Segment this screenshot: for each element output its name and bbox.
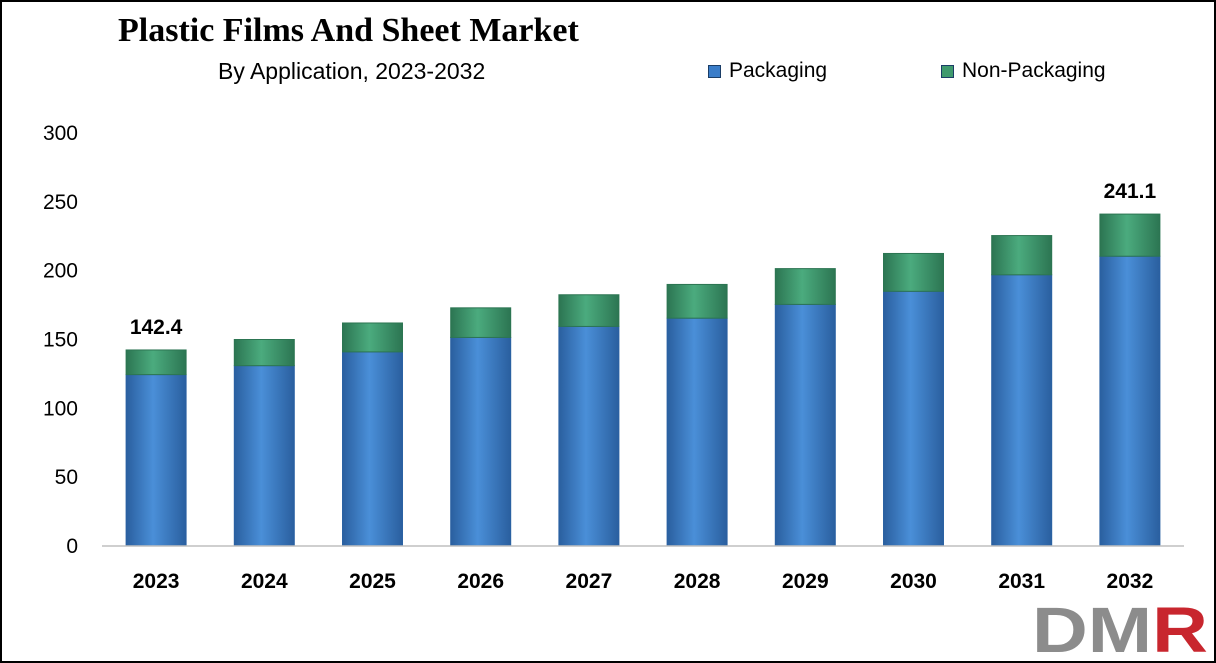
bar-packaging-2023 xyxy=(125,374,187,547)
y-axis-ticks: 0 50 100 150 200 250 300 xyxy=(43,122,78,558)
legend-item-non-packaging: Non-Packaging xyxy=(941,58,1106,84)
x-tick-label-2029: 2029 xyxy=(782,570,829,593)
y-tick-label-150: 150 xyxy=(43,329,78,352)
bar-packaging-2024 xyxy=(233,365,295,547)
legend-label-packaging: Packaging xyxy=(729,59,828,82)
bar-packaging-2026 xyxy=(450,336,512,547)
bar-non-packaging-2025 xyxy=(342,322,403,353)
chart-subtitle: By Application, 2023-2032 xyxy=(218,58,486,84)
bar-non-packaging-2024 xyxy=(233,339,295,367)
y-tick-label-100: 100 xyxy=(43,397,78,420)
y-tick-label-250: 250 xyxy=(43,191,78,214)
bar-packaging-2031 xyxy=(991,274,1053,547)
bar-packaging-2032 xyxy=(1099,255,1161,547)
bar-packaging-2030 xyxy=(883,290,944,547)
y-tick-label-300: 300 xyxy=(43,122,78,145)
bar-non-packaging-2032 xyxy=(1099,213,1161,257)
bars xyxy=(125,213,1161,547)
x-tick-label-2024: 2024 xyxy=(241,570,288,593)
bar-packaging-2029 xyxy=(774,303,836,547)
x-tick-label-2031: 2031 xyxy=(998,570,1045,593)
x-tick-label-2028: 2028 xyxy=(674,570,721,593)
legend-swatch-packaging xyxy=(708,64,721,78)
bar-non-packaging-2023 xyxy=(125,349,187,376)
bar-packaging-2027 xyxy=(558,325,620,547)
legend-label-non-packaging: Non-Packaging xyxy=(962,59,1106,82)
x-tick-label-2027: 2027 xyxy=(566,570,613,593)
x-tick-label-2032: 2032 xyxy=(1107,570,1154,593)
y-tick-label-50: 50 xyxy=(55,466,78,489)
x-axis-ticks: 2023 2024 2025 2026 2027 2028 2029 2030 2031 2032 xyxy=(133,570,1154,593)
bar-non-packaging-2027 xyxy=(558,294,620,327)
bar-packaging-2025 xyxy=(342,351,403,547)
bar-non-packaging-2031 xyxy=(991,235,1053,276)
data-label-2032: 241.1 xyxy=(1104,180,1157,203)
x-tick-label-2030: 2030 xyxy=(890,570,937,593)
data-label-2023: 142.4 xyxy=(130,316,183,339)
dmr-logo-text: DM R xyxy=(1032,600,1208,656)
y-tick-label-200: 200 xyxy=(43,260,78,283)
dmr-logo: DM R xyxy=(1032,600,1208,656)
bar-non-packaging-2030 xyxy=(883,252,944,292)
bar-non-packaging-2029 xyxy=(774,268,836,305)
x-tick-label-2026: 2026 xyxy=(457,570,504,593)
x-tick-label-2025: 2025 xyxy=(349,570,396,593)
y-tick-label-0: 0 xyxy=(66,535,78,558)
legend-item-packaging: Packaging xyxy=(708,58,827,84)
legend-swatch-non-packaging xyxy=(941,64,954,78)
x-tick-label-2023: 2023 xyxy=(133,570,180,593)
bar-packaging-2028 xyxy=(666,317,728,547)
data-labels: 142.4 241.1 xyxy=(130,180,1157,339)
chart-title: Plastic Films And Sheet Market xyxy=(118,12,579,49)
bar-non-packaging-2028 xyxy=(666,283,728,319)
bar-non-packaging-2026 xyxy=(450,307,512,338)
